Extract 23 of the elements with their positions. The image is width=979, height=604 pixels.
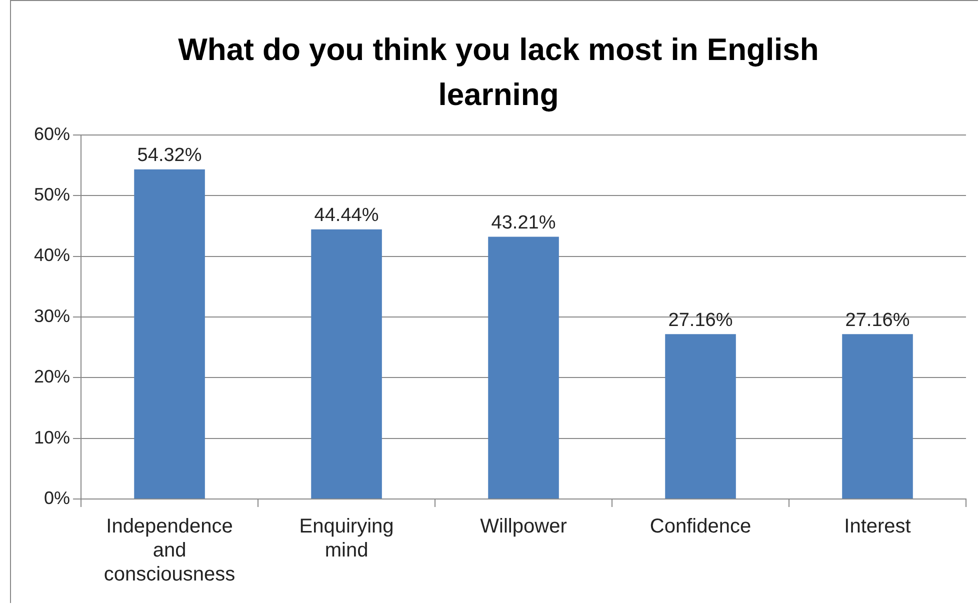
bar	[665, 334, 736, 498]
x-tick-label: Enquirying mind	[299, 516, 394, 562]
bar	[488, 236, 559, 498]
y-tick-label: 20%	[34, 366, 70, 387]
x-tick-label: Independence and consciousness	[104, 516, 236, 586]
y-tick-label: 50%	[34, 184, 70, 205]
y-tick-label: 40%	[34, 245, 70, 266]
bar	[311, 229, 382, 498]
chart-title: What do you think you lack most in English learning	[178, 32, 819, 112]
bar	[134, 169, 205, 498]
data-label: 44.44%	[314, 205, 379, 226]
x-tick-label: Willpower	[480, 516, 568, 538]
data-label: 27.16%	[845, 310, 910, 331]
y-tick-label: 30%	[34, 306, 70, 326]
data-label: 43.21%	[491, 212, 556, 234]
y-tick-label: 60%	[34, 124, 70, 144]
y-tick-label: 10%	[34, 427, 70, 448]
data-label: 27.16%	[668, 310, 733, 331]
data-label: 54.32%	[137, 145, 202, 166]
bar	[842, 334, 913, 498]
x-tick-label: Confidence	[650, 516, 752, 538]
y-tick-label: 0%	[44, 488, 70, 508]
x-tick-label: Interest	[844, 516, 912, 538]
